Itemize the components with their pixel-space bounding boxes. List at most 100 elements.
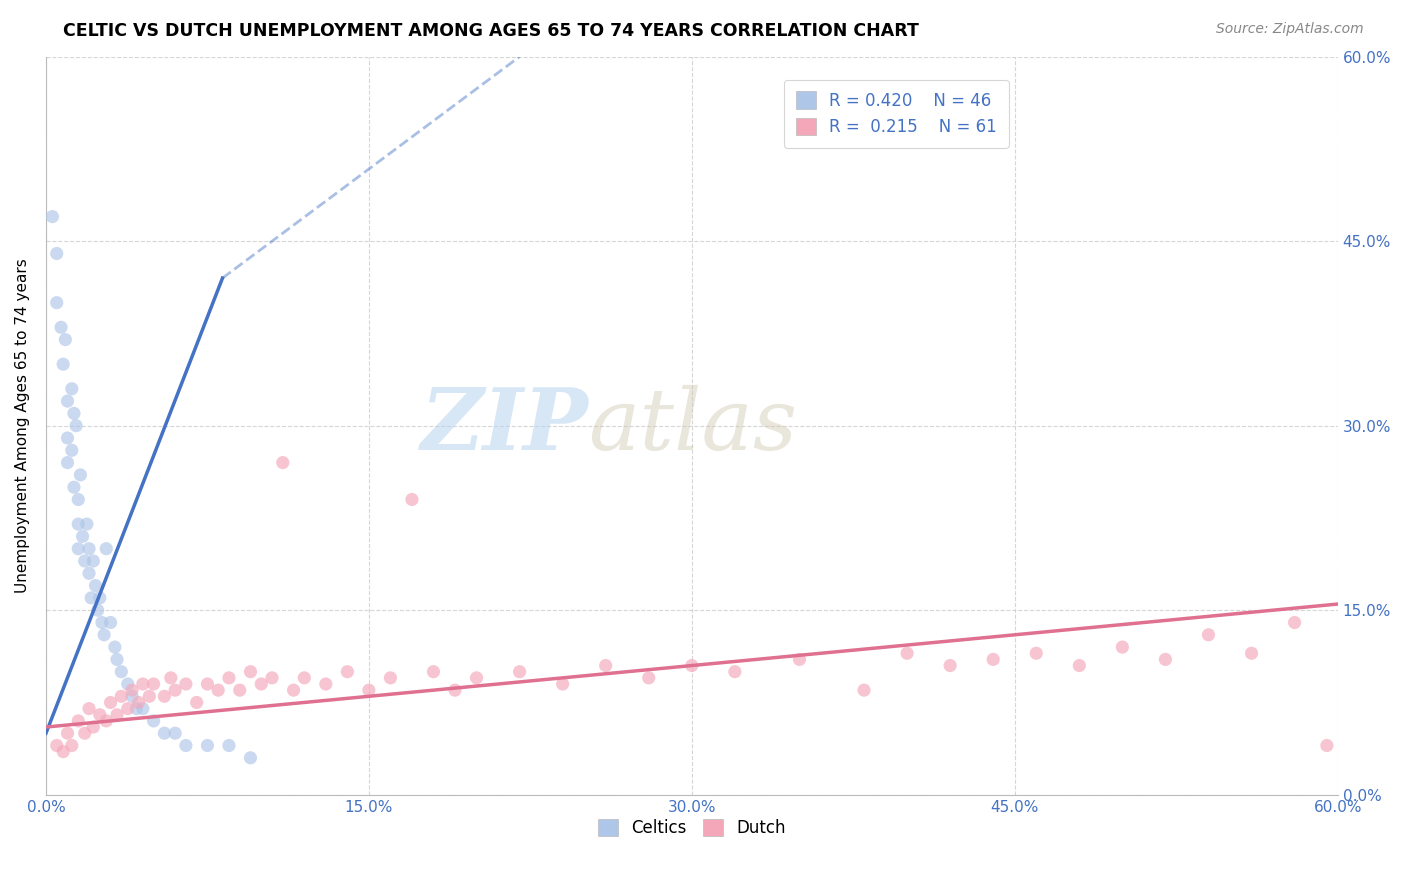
Point — [174, 677, 197, 691]
Point — [132, 677, 155, 691]
Point — [228, 683, 250, 698]
Point — [509, 665, 531, 679]
Point — [89, 707, 111, 722]
Point — [260, 671, 283, 685]
Point — [77, 541, 100, 556]
Point — [110, 665, 132, 679]
Point — [207, 683, 229, 698]
Point — [724, 665, 747, 679]
Point — [165, 683, 187, 698]
Point — [939, 658, 962, 673]
Point — [132, 701, 155, 715]
Point — [52, 357, 75, 371]
Point — [125, 701, 148, 715]
Point — [153, 690, 176, 704]
Point — [1284, 615, 1306, 630]
Point — [60, 739, 83, 753]
Point — [117, 701, 139, 715]
Point — [789, 652, 811, 666]
Point — [142, 714, 165, 728]
Point — [1240, 646, 1263, 660]
Point — [77, 566, 100, 581]
Point — [401, 492, 423, 507]
Point — [292, 671, 315, 685]
Point — [681, 658, 703, 673]
Point — [105, 707, 128, 722]
Point — [1198, 628, 1220, 642]
Point — [186, 696, 208, 710]
Point — [444, 683, 467, 698]
Point — [77, 701, 100, 715]
Point — [56, 394, 79, 409]
Text: ZIP: ZIP — [420, 384, 589, 467]
Point — [197, 739, 219, 753]
Point — [121, 690, 143, 704]
Point — [315, 677, 337, 691]
Point — [197, 677, 219, 691]
Point — [637, 671, 659, 685]
Point — [239, 665, 262, 679]
Point — [53, 333, 76, 347]
Point — [91, 615, 114, 630]
Point — [82, 554, 104, 568]
Y-axis label: Unemployment Among Ages 65 to 74 years: Unemployment Among Ages 65 to 74 years — [15, 259, 30, 593]
Point — [45, 246, 67, 260]
Point — [1111, 640, 1133, 654]
Point — [283, 683, 305, 698]
Point — [128, 696, 150, 710]
Point — [853, 683, 876, 698]
Point — [63, 480, 86, 494]
Point — [174, 739, 197, 753]
Point — [96, 541, 118, 556]
Point — [357, 683, 380, 698]
Point — [271, 456, 294, 470]
Point — [73, 554, 96, 568]
Point — [1025, 646, 1047, 660]
Point — [160, 671, 183, 685]
Point — [138, 690, 160, 704]
Point — [52, 745, 75, 759]
Point — [93, 628, 115, 642]
Point — [104, 640, 127, 654]
Point — [336, 665, 359, 679]
Point — [96, 714, 118, 728]
Point — [73, 726, 96, 740]
Point — [250, 677, 273, 691]
Point — [67, 714, 90, 728]
Point — [67, 492, 90, 507]
Point — [981, 652, 1004, 666]
Point — [239, 751, 262, 765]
Point — [1069, 658, 1091, 673]
Point — [380, 671, 402, 685]
Point — [1154, 652, 1177, 666]
Text: Source: ZipAtlas.com: Source: ZipAtlas.com — [1216, 22, 1364, 37]
Point — [69, 467, 91, 482]
Point — [465, 671, 488, 685]
Point — [67, 541, 90, 556]
Point — [117, 677, 139, 691]
Point — [60, 443, 83, 458]
Point — [105, 652, 128, 666]
Point — [56, 431, 79, 445]
Point — [41, 210, 63, 224]
Legend: Celtics, Dutch: Celtics, Dutch — [589, 811, 794, 846]
Point — [72, 529, 94, 543]
Point — [56, 726, 79, 740]
Point — [45, 295, 67, 310]
Point — [86, 603, 108, 617]
Point — [896, 646, 918, 660]
Point — [49, 320, 72, 334]
Text: atlas: atlas — [589, 384, 797, 467]
Point — [45, 739, 67, 753]
Point — [218, 671, 240, 685]
Point — [422, 665, 444, 679]
Point — [82, 720, 104, 734]
Point — [60, 382, 83, 396]
Point — [551, 677, 574, 691]
Point — [84, 579, 107, 593]
Point — [65, 418, 87, 433]
Point — [76, 517, 98, 532]
Point — [89, 591, 111, 605]
Point — [100, 696, 122, 710]
Point — [110, 690, 132, 704]
